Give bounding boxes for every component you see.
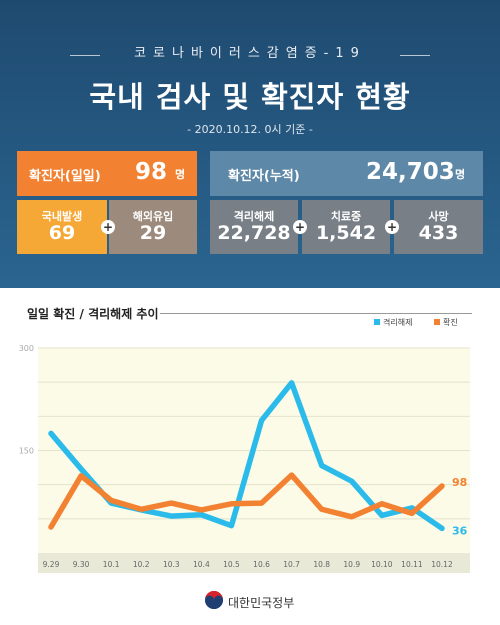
x-axis-strip xyxy=(38,553,470,573)
treatment-value: 1,542 xyxy=(315,222,377,244)
header-panel: 코로나바이러스감염증-19 국내 검사 및 확진자 현황 - 2020.10.1… xyxy=(0,0,500,288)
date-label: - 2020.10.12. 0시 기준 - xyxy=(187,123,313,136)
x-tick-label: 10.2 xyxy=(133,560,150,569)
plus-icon: + xyxy=(385,220,399,234)
cumulative-label: 확진자(누적) xyxy=(228,169,300,184)
overseas-box: 해외유입 29 xyxy=(109,200,197,254)
cumulative-unit: 명 xyxy=(455,168,466,181)
deaths-value: 433 xyxy=(418,222,459,244)
chart-title: 일일 확진 / 격리해제 추이 xyxy=(27,307,159,321)
x-tick-label: 10.6 xyxy=(253,560,270,569)
end-value-label: 36 xyxy=(452,524,468,537)
end-value-label: 98 xyxy=(452,476,467,489)
plus-icon: + xyxy=(293,220,307,234)
x-tick-label: 10.10 xyxy=(371,560,393,569)
released-box: 격리해제 22,728 xyxy=(210,200,298,254)
plus-icon: + xyxy=(101,220,115,234)
chart-title-rule xyxy=(160,313,472,314)
x-tick-label: 10.11 xyxy=(401,560,423,569)
y-tick-label: 300 xyxy=(19,344,34,353)
y-tick-label: 150 xyxy=(19,447,34,456)
local-value: 69 xyxy=(48,222,76,244)
treatment-box: 치료중 1,542 xyxy=(302,200,390,254)
treatment-label: 치료중 xyxy=(330,210,362,223)
cumulative-box: 확진자(누적) 24,703 명 xyxy=(210,151,483,196)
released-value: 22,728 xyxy=(217,222,291,244)
line-chart: 150 300 9.29 9.30 10.1 10.2 10.3 10.4 10.5 10.6 10… xyxy=(19,317,470,573)
page-title: 국내 검사 및 확진자 현황 xyxy=(89,80,411,114)
series-line-confirmed xyxy=(48,472,445,530)
x-tick-label: 9.30 xyxy=(73,560,90,569)
government-logo-icon xyxy=(205,591,223,609)
daily-confirmed-unit: 명 xyxy=(175,168,186,181)
subtitle-rule-left xyxy=(70,55,100,56)
overseas-label: 해외유입 xyxy=(132,210,174,223)
x-tick-label: 10.4 xyxy=(193,560,210,569)
x-tick-label: 10.1 xyxy=(103,560,120,569)
x-tick-label: 10.3 xyxy=(163,560,180,569)
x-tick-label: 10.7 xyxy=(283,560,300,569)
local-label: 국내발생 xyxy=(41,210,83,223)
overseas-value: 29 xyxy=(139,222,167,244)
legend-swatch xyxy=(374,319,380,325)
cumulative-value: 24,703 xyxy=(366,159,455,185)
x-tick-label: 10.8 xyxy=(313,560,330,569)
deaths-box: 사망 433 xyxy=(394,200,483,254)
legend-label: 격리해제 xyxy=(383,317,412,327)
x-tick-label: 10.5 xyxy=(223,560,240,569)
legend-swatch xyxy=(434,319,440,325)
legend-label: 확진 xyxy=(443,317,458,327)
subtitle-rule-right xyxy=(400,55,430,56)
released-label: 격리해제 xyxy=(233,210,275,223)
deaths-label: 사망 xyxy=(428,210,449,223)
local-box: 국내발생 69 xyxy=(17,200,107,254)
daily-confirmed-value: 98 xyxy=(135,159,168,185)
x-tick-label: 10.9 xyxy=(343,560,360,569)
daily-confirmed-box: 확진자(일일) 98 명 xyxy=(17,151,197,196)
x-tick-label: 9.29 xyxy=(43,560,60,569)
daily-confirmed-label: 확진자(일일) xyxy=(29,169,101,184)
x-tick-label: 10.12 xyxy=(431,560,453,569)
government-name: 대한민국정부 xyxy=(228,596,295,610)
subtitle: 코로나바이러스감염증-19 xyxy=(134,46,366,61)
